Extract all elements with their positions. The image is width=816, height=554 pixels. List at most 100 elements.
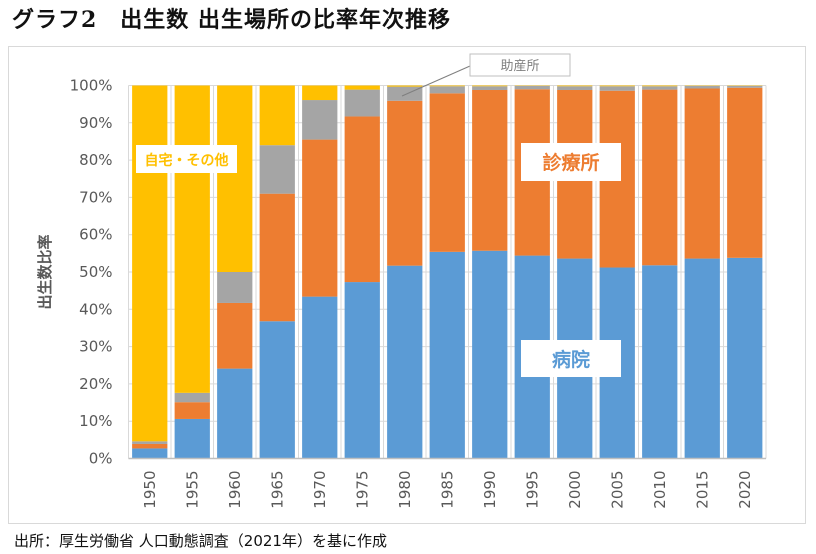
x-tick-label: 2000 <box>566 471 584 509</box>
y-tick-label: 70% <box>79 188 112 206</box>
bar-hospital-1960 <box>217 368 253 459</box>
bar-midwife-2005 <box>599 86 635 91</box>
callout-leader-line <box>401 65 471 97</box>
bar-stack-1975 <box>344 85 380 459</box>
x-tick-label: 1975 <box>353 471 371 509</box>
bar-midwife-1975 <box>344 89 380 117</box>
bar-home_other-2000 <box>557 85 593 87</box>
bar-clinic-1985 <box>429 93 465 252</box>
bar-home_other-1975 <box>344 85 380 90</box>
bar-home_other-1980 <box>387 85 423 87</box>
bar-hospital-1965 <box>259 321 295 459</box>
x-tick-label: 1985 <box>438 471 456 509</box>
bar-midwife-1995 <box>514 85 550 90</box>
bar-clinic-1990 <box>472 89 508 251</box>
bar-hospital-2020 <box>727 257 763 459</box>
bars <box>132 85 763 459</box>
label-hospital: 病院 <box>521 340 621 377</box>
bar-home_other-2010 <box>642 85 678 87</box>
y-tick-label: 20% <box>79 375 112 393</box>
bar-stack-1955 <box>174 85 210 459</box>
bar-midwife-1960 <box>217 272 253 303</box>
bar-clinic-2010 <box>642 89 678 266</box>
bar-midwife-1980 <box>387 86 423 101</box>
bar-clinic-1955 <box>174 402 210 419</box>
page-title: グラフ2 出生数 出生場所の比率年次推移 <box>12 7 451 33</box>
bar-hospital-1970 <box>302 296 338 459</box>
y-tick-label: 30% <box>79 338 112 356</box>
bar-clinic-2015 <box>684 88 720 259</box>
bar-stack-2010 <box>642 85 678 459</box>
label-hospital-text: 病院 <box>552 348 590 371</box>
label-home-other-text: 自宅・その他 <box>145 152 229 169</box>
label-clinic-text: 診療所 <box>542 151 599 174</box>
bar-stack-1965 <box>259 85 295 459</box>
bar-hospital-1980 <box>387 265 423 459</box>
bar-home_other-2005 <box>599 85 635 87</box>
callout-midwife-text: 助産所 <box>500 58 539 74</box>
x-tick-label: 1990 <box>481 471 499 509</box>
callout-box <box>469 53 571 77</box>
x-tick-label: 1980 <box>396 471 414 509</box>
bar-hospital-2010 <box>642 265 678 459</box>
bar-hospital-1985 <box>429 251 465 459</box>
y-tick-label: 90% <box>79 114 112 132</box>
x-tick-label: 2010 <box>651 471 669 509</box>
bar-home_other-1955 <box>174 85 210 393</box>
y-tick-label: 80% <box>79 151 112 169</box>
bar-midwife-1965 <box>259 145 295 194</box>
x-tick-label: 2015 <box>693 471 711 509</box>
bar-midwife-1990 <box>472 86 508 90</box>
bar-stack-1985 <box>429 85 465 459</box>
bar-home_other-1950 <box>132 85 168 442</box>
bar-stack-1990 <box>472 85 508 459</box>
chart-frame <box>8 46 806 524</box>
bar-stack-1950 <box>132 85 168 459</box>
x-tick-label: 1960 <box>226 471 244 509</box>
label-clinic: 診療所 <box>521 143 621 181</box>
label-hospital-box <box>521 340 621 377</box>
source-note: 出所：厚生労働省 人口動態調査（2021年）を基に作成 <box>14 532 387 550</box>
bar-clinic-2020 <box>727 87 763 258</box>
bar-midwife-2000 <box>557 86 593 90</box>
bar-stack-1995 <box>514 85 550 459</box>
bar-hospital-1950 <box>132 448 168 459</box>
bar-home_other-1970 <box>302 85 338 101</box>
y-tick-label: 50% <box>79 263 112 281</box>
bar-stack-1980 <box>387 85 423 459</box>
bar-home_other-1960 <box>217 85 253 272</box>
bar-midwife-2015 <box>684 85 720 89</box>
y-axis-label: 出生数比率 <box>36 234 54 309</box>
bar-home_other-1985 <box>429 85 465 87</box>
x-tick-label: 1955 <box>183 471 201 509</box>
bar-hospital-1955 <box>174 418 210 459</box>
y-tick-labels: 0% 10% 20% 30% 40% 50% 60% 70% 80% 90% 100% <box>70 77 113 468</box>
bar-home_other-1965 <box>259 85 295 146</box>
x-tick-label: 1970 <box>311 471 329 509</box>
bar-stack-2020 <box>727 85 763 459</box>
y-tick-label: 0% <box>89 450 113 468</box>
x-tick-labels: 1950 1955 1960 1965 1970 1975 1980 1985 1990 1995… <box>141 471 754 509</box>
bar-stack-1970 <box>302 85 338 459</box>
bar-stack-2000 <box>557 85 593 459</box>
x-tick-label: 2020 <box>736 471 754 509</box>
bar-hospital-2015 <box>684 258 720 459</box>
bar-hospital-1990 <box>472 250 508 459</box>
label-clinic-box <box>521 143 621 181</box>
bar-midwife-2020 <box>727 85 763 88</box>
label-home-other-box <box>136 145 237 173</box>
bar-midwife-1970 <box>302 100 338 140</box>
x-tick-label: 1950 <box>141 471 159 509</box>
bar-home_other-1990 <box>472 85 508 87</box>
y-tick-label: 40% <box>79 300 112 318</box>
bar-clinic-1965 <box>259 193 295 322</box>
bar-stack-2015 <box>684 85 720 459</box>
bar-midwife-1950 <box>132 441 168 444</box>
bar-midwife-2010 <box>642 86 678 90</box>
x-tick-label: 1965 <box>268 471 286 509</box>
bar-midwife-1985 <box>429 86 465 94</box>
x-tick-label: 1995 <box>523 471 541 509</box>
bar-clinic-1960 <box>217 302 253 369</box>
bar-stack-1960 <box>217 85 253 459</box>
